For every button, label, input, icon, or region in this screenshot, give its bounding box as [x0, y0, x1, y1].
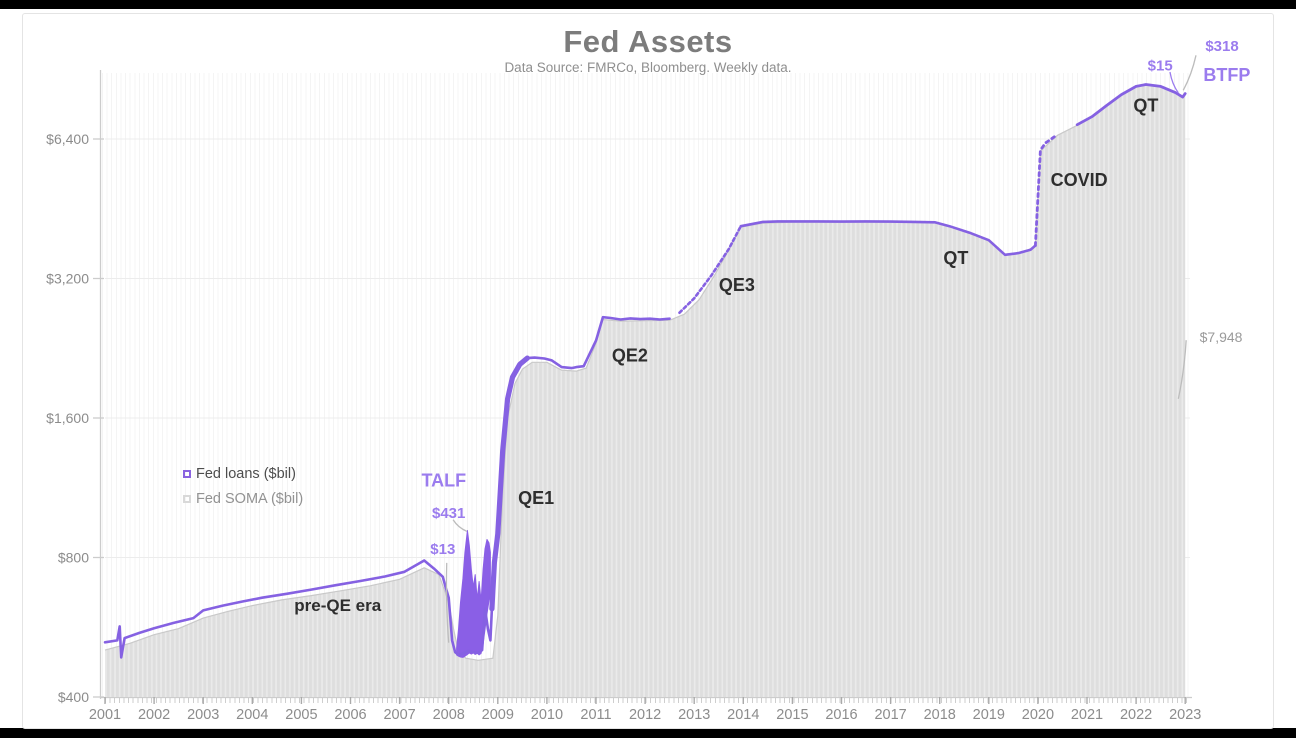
x-tick-label: 2009 — [482, 707, 514, 723]
annotation-leader-talf-peak — [452, 519, 468, 532]
chart-subtitle: Data Source: FMRCo, Bloomberg. Weekly da… — [504, 60, 792, 75]
fed-loans-line — [489, 355, 530, 612]
x-tick-label: 2014 — [727, 707, 759, 723]
y-tick-label: $1,600 — [46, 410, 89, 426]
legend-item-loans: Fed loans ($bil) — [183, 461, 303, 486]
weekly-tick-band — [105, 697, 1190, 703]
fed-loans-line — [526, 315, 671, 370]
legend: Fed loans ($bil) Fed SOMA ($bil) — [183, 461, 303, 511]
annotation-qe1: QE1 — [518, 488, 554, 508]
y-tick-label: $800 — [58, 550, 89, 566]
x-tick-label: 2005 — [285, 707, 317, 723]
x-tick-label: 2010 — [531, 707, 563, 723]
annotation-leader-btfp-pre — [1169, 71, 1179, 94]
legend-label: Fed loans ($bil) — [196, 465, 296, 482]
fed-loans-line — [678, 224, 743, 314]
x-tick-label: 2020 — [1022, 707, 1054, 723]
annotation-loans-low: $13 — [430, 541, 455, 558]
x-tick-label: 2016 — [825, 707, 857, 723]
x-tick-label: 2004 — [236, 707, 268, 723]
annotation-soma-last: $7,948 — [1200, 329, 1243, 345]
annotation-talf-peak: $431 — [432, 505, 465, 522]
crisis-loan-band — [456, 530, 491, 658]
legend-item-soma: Fed SOMA ($bil) — [183, 486, 303, 511]
annotation-btfp-pre: $15 — [1148, 57, 1173, 74]
x-tick-label: 2019 — [973, 707, 1005, 723]
annotation-covid: COVID — [1051, 170, 1108, 190]
annotation-leader-loans-low — [445, 562, 450, 643]
annotation-leader-soma-last — [1177, 340, 1187, 399]
legend-swatch-icon — [183, 494, 191, 503]
x-tick-label: 2022 — [1120, 707, 1152, 723]
top-border-bar — [0, 0, 1296, 9]
fed-loans-line — [103, 559, 494, 659]
x-tick-label: 2013 — [678, 707, 710, 723]
x-tick-label: 2001 — [89, 707, 121, 723]
chart-title: Fed Assets — [563, 24, 733, 59]
annotation-qt-1: QT — [943, 248, 968, 268]
y-tick-label: $6,400 — [46, 131, 89, 147]
legend-label: Fed SOMA ($bil) — [196, 490, 304, 507]
bottom-border-bar — [0, 728, 1296, 738]
annotation-qe3: QE3 — [719, 275, 755, 295]
annotation-qe2: QE2 — [612, 345, 648, 365]
annotation-btfp: BTFP — [1203, 65, 1250, 85]
x-tick-label: 2018 — [924, 707, 956, 723]
x-tick-label: 2003 — [187, 707, 219, 723]
y-tick-label: $3,200 — [46, 271, 89, 287]
soma-area — [105, 85, 1186, 697]
x-tick-label: 2011 — [580, 707, 611, 723]
x-tick-label: 2008 — [433, 707, 465, 723]
annotation-pre-qe-era: pre-QE era — [294, 596, 381, 615]
x-tick-label: 2006 — [334, 707, 366, 723]
x-tick-label: 2017 — [874, 707, 906, 723]
annotation-qt-2: QT — [1133, 96, 1158, 116]
x-tick-label: 2023 — [1169, 707, 1201, 723]
fed-loans-line — [1034, 133, 1059, 247]
x-tick-label: 2015 — [776, 707, 808, 723]
legend-swatch-icon — [183, 469, 191, 478]
fed-loans-line — [1075, 83, 1187, 127]
x-tick-label: 2021 — [1071, 707, 1103, 723]
x-tick-label: 2002 — [138, 707, 170, 723]
fed-loans-line — [739, 220, 1037, 257]
annotation-btfp-peak: $318 — [1205, 38, 1238, 55]
x-tick-label: 2007 — [383, 707, 415, 723]
y-tick-label: $400 — [58, 689, 89, 705]
annotation-leader-btfp-peak — [1182, 55, 1197, 91]
annotation-talf: TALF — [421, 470, 466, 490]
x-tick-label: 2012 — [629, 707, 661, 723]
